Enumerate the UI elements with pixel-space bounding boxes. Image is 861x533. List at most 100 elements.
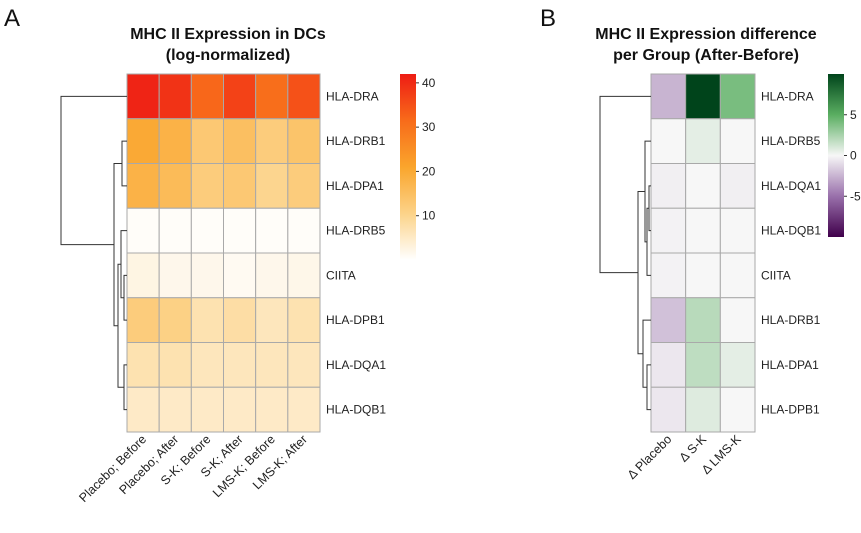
heatmap-cell	[287, 118, 321, 164]
heatmap-cell	[190, 73, 224, 120]
row-label: HLA-DPB1	[326, 313, 385, 327]
heatmap-a-title-line2: (log-normalized)	[166, 47, 290, 64]
heatmap-cell	[158, 297, 192, 343]
heatmap-cell	[126, 252, 160, 299]
row-label: HLA-DPB1	[761, 403, 820, 417]
colorbar	[400, 74, 416, 260]
heatmap-cell	[719, 73, 756, 120]
heatmap-cell	[255, 73, 289, 120]
heatmap-cell	[158, 207, 192, 254]
row-label: HLA-DRB1	[761, 313, 821, 327]
heatmap-cell	[126, 342, 160, 388]
heatmap-cell	[223, 118, 257, 164]
row-label: HLA-DQB1	[326, 403, 386, 417]
heatmap-cell	[126, 297, 160, 343]
row-label: CIITA	[326, 268, 356, 282]
row-label: HLA-DRB5	[326, 224, 386, 238]
heatmap-cell	[190, 386, 224, 433]
heatmap-cell	[223, 252, 257, 299]
heatmap-cell	[685, 297, 721, 343]
heatmap-cell	[255, 342, 289, 388]
panel-label-a: A	[4, 5, 20, 32]
heatmap-cell	[650, 118, 687, 164]
heatmap-cell	[190, 207, 224, 254]
column-label: Δ S-K	[677, 432, 710, 465]
heatmap-cell	[158, 163, 192, 209]
row-label: HLA-DQA1	[326, 358, 386, 372]
heatmap-cell	[287, 207, 321, 254]
heatmap-cell	[685, 73, 721, 120]
heatmap-cell	[223, 386, 257, 433]
colorbar-tick-label: 5	[850, 108, 857, 122]
heatmap-cell	[650, 342, 687, 388]
heatmap-cell	[287, 297, 321, 343]
heatmap-cell	[158, 342, 192, 388]
row-label: HLA-DRB5	[761, 134, 821, 148]
heatmap-cell	[719, 297, 756, 343]
heatmap-cell	[255, 163, 289, 209]
heatmap-b-title-line1: MHC II Expression difference	[595, 26, 816, 43]
heatmap-cell	[223, 163, 257, 209]
colorbar-tick-label: 30	[422, 120, 436, 134]
heatmap-cell	[255, 118, 289, 164]
heatmap-b: HLA-DRA HLA-DRB5 HLA-DQA1 HLA-DQB1 CIITA HLA-…	[599, 73, 861, 482]
heatmap-cell	[650, 297, 687, 343]
column-label: Δ Placebo	[625, 432, 675, 482]
heatmap-cell	[190, 118, 224, 164]
heatmap-cell	[685, 342, 721, 388]
heatmap-cell	[190, 252, 224, 299]
heatmap-cell	[287, 252, 321, 299]
heatmap-cell	[190, 163, 224, 209]
row-label: HLA-DRA	[761, 89, 814, 103]
row-label: HLA-DRB1	[326, 134, 386, 148]
heatmap-cell	[719, 118, 756, 164]
colorbar-tick-label: 20	[422, 164, 436, 178]
heatmap-cell	[685, 207, 721, 254]
heatmap-cell	[719, 386, 756, 433]
heatmap-cell	[158, 386, 192, 433]
heatmap-cell	[255, 252, 289, 299]
colorbar-tick-label: 0	[850, 149, 857, 163]
heatmap-cell	[158, 73, 192, 120]
row-label: HLA-DPA1	[326, 179, 384, 193]
row-dendrogram	[599, 95, 651, 411]
heatmap-cell	[126, 207, 160, 254]
heatmap-cell	[126, 73, 160, 120]
heatmap-cell	[223, 342, 257, 388]
row-label: HLA-DPA1	[761, 358, 819, 372]
heatmap-cell	[650, 252, 687, 299]
heatmap-cell	[255, 386, 289, 433]
heatmap-cell	[287, 73, 321, 120]
heatmap-cell	[719, 207, 756, 254]
heatmap-cell	[190, 297, 224, 343]
heatmap-cell	[223, 297, 257, 343]
heatmap-cell	[685, 386, 721, 433]
heatmap-cell	[719, 342, 756, 388]
heatmap-cell	[650, 163, 687, 209]
heatmap-cell	[223, 207, 257, 254]
colorbar-tick-label: 40	[422, 76, 436, 90]
heatmap-cell	[158, 252, 192, 299]
heatmap-cell	[287, 342, 321, 388]
heatmap-b-title-line2: per Group (After-Before)	[613, 47, 799, 64]
heatmap-cell	[190, 342, 224, 388]
heatmap-cell	[126, 163, 160, 209]
row-label: HLA-DRA	[326, 89, 379, 103]
heatmap-cell	[255, 207, 289, 254]
heatmap-cell	[650, 207, 687, 254]
heatmap-cell	[685, 252, 721, 299]
row-label: HLA-DQA1	[761, 179, 821, 193]
row-label: HLA-DQB1	[761, 224, 821, 238]
heatmap-cell	[126, 118, 160, 164]
heatmap-cell	[650, 73, 687, 120]
heatmap-cell	[287, 163, 321, 209]
heatmap-cell	[255, 297, 289, 343]
heatmap-cell	[685, 163, 721, 209]
heatmap-cell	[685, 118, 721, 164]
heatmap-cell	[719, 252, 756, 299]
row-label: CIITA	[761, 268, 791, 282]
heatmap-cell	[719, 163, 756, 209]
colorbar-tick-label: 10	[422, 209, 436, 223]
heatmap-cell	[158, 118, 192, 164]
column-label: Δ LMS-K	[699, 432, 744, 477]
